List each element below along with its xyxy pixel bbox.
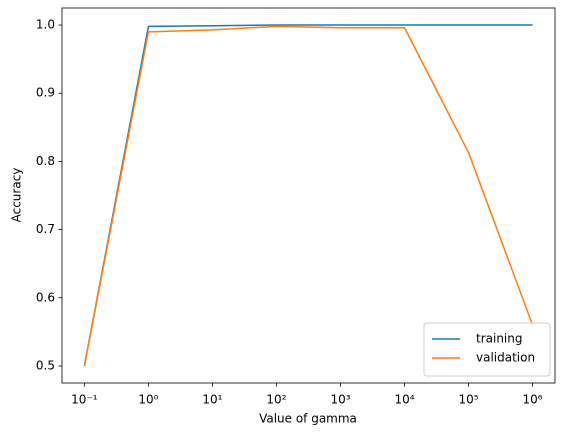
x-axis-label: Value of gamma [259, 412, 357, 426]
series-line [83, 24, 533, 367]
y-tick-label: 0.5 [36, 358, 55, 372]
legend-box [423, 322, 551, 377]
y-tick-label: 0.6 [36, 290, 55, 304]
x-tick-label: 10⁻¹ [71, 393, 98, 407]
x-tick-label: 10³ [330, 393, 350, 407]
x-tick-label: 10¹ [202, 393, 222, 407]
plot-frame [61, 7, 556, 384]
x-tick-label: 10⁰ [138, 393, 158, 407]
y-tick-label: 0.9 [36, 86, 55, 100]
y-tick-label: 1.0 [36, 18, 55, 32]
y-tick-label: 0.8 [36, 154, 55, 168]
x-tick-label: 10² [266, 393, 286, 407]
x-tick-label: 10⁴ [394, 393, 414, 407]
y-axis-label: Accuracy [10, 168, 24, 223]
series-line [83, 25, 534, 367]
y-tick-label: 0.7 [36, 222, 55, 236]
x-tick-label: 10⁶ [523, 393, 543, 407]
x-tick-label: 10⁵ [459, 393, 479, 407]
legend-label: training [476, 332, 523, 346]
legend-label: validation [476, 351, 535, 365]
